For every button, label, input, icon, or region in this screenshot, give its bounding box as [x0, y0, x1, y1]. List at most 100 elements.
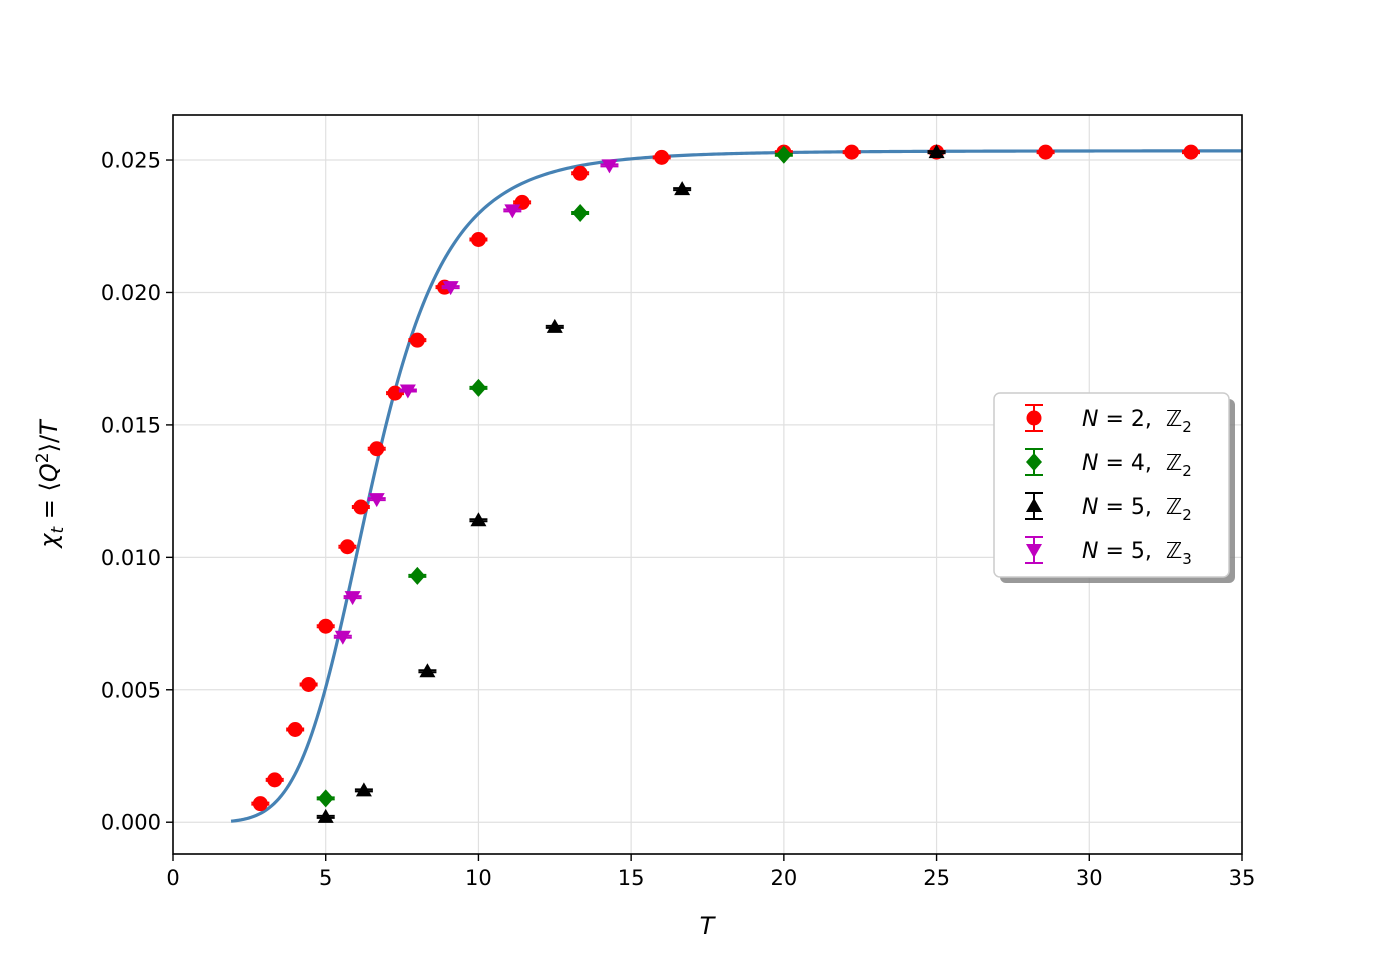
- marker-triangle-up: [355, 782, 372, 797]
- marker-triangle-down: [1026, 544, 1042, 558]
- marker-circle: [1026, 410, 1042, 426]
- marker-circle: [387, 385, 403, 401]
- marker-circle: [409, 332, 425, 348]
- marker-circle: [252, 796, 268, 812]
- data-point-triangle-down: [503, 204, 522, 219]
- x-tick-label: 20: [770, 866, 797, 890]
- marker-triangle-up: [546, 318, 563, 333]
- data-point-diamond: [571, 204, 590, 223]
- data-point-circle: [571, 165, 590, 181]
- y-tick-label: 0.015: [101, 413, 161, 437]
- marker-triangle-down: [504, 204, 521, 219]
- data-point-circle: [842, 144, 861, 160]
- legend-label: N = 5, ℤ2: [1082, 495, 1192, 524]
- marker-circle: [287, 722, 303, 738]
- x-tick-label: 15: [618, 866, 645, 890]
- data-point-triangle-down: [343, 591, 362, 606]
- marker-triangle-up: [928, 144, 945, 159]
- data-point-triangle-up: [545, 318, 564, 333]
- marker-triangle-up: [470, 512, 487, 527]
- data-point-diamond: [408, 566, 427, 585]
- marker-triangle-up: [1026, 498, 1042, 512]
- marker-circle: [267, 772, 283, 788]
- data-point-triangle-down: [441, 281, 460, 296]
- data-point-circle: [367, 441, 386, 457]
- marker-triangle-down: [442, 281, 459, 296]
- y-tick-label: 0.000: [101, 811, 161, 835]
- marker-circle: [318, 618, 334, 634]
- marker-triangle-up: [419, 663, 436, 678]
- data-points: [251, 144, 1200, 823]
- marker-diamond: [572, 204, 589, 223]
- x-tick-label: 30: [1076, 866, 1103, 890]
- marker-circle: [301, 676, 317, 692]
- data-point-triangle-up: [469, 512, 488, 527]
- marker-circle: [844, 144, 860, 160]
- data-point-diamond: [469, 378, 488, 397]
- x-tick-label: 0: [166, 866, 179, 890]
- marker-diamond: [1026, 453, 1042, 471]
- marker-circle: [470, 231, 486, 247]
- data-point-triangle-down: [367, 493, 386, 508]
- data-point-circle: [652, 149, 671, 165]
- x-tick-label: 10: [465, 866, 492, 890]
- fit-curve: [230, 149, 1242, 823]
- legend-marker: [1026, 453, 1042, 471]
- data-point-circle: [469, 231, 488, 247]
- fit-curve-layer: [230, 149, 1242, 823]
- data-point-diamond: [316, 789, 335, 808]
- data-point-circle: [286, 722, 305, 738]
- data-point-circle: [351, 499, 370, 515]
- y-axis-ticks: 0.000 0.005 0.010 0.015 0.020 0.025: [101, 149, 173, 835]
- marker-circle: [1038, 144, 1054, 160]
- data-point-triangle-up: [673, 181, 692, 196]
- y-axis-label: χt = ⟨Q2⟩/T: [33, 418, 68, 550]
- legend-label: N = 2, ℤ2: [1082, 407, 1192, 436]
- legend-label: N = 5, ℤ3: [1082, 539, 1192, 568]
- legend: N = 2, ℤ2 N = 4, ℤ2 N = 5, ℤ2 N = 5, ℤ3: [993, 392, 1235, 583]
- marker-diamond: [470, 378, 487, 397]
- data-point-circle: [338, 539, 357, 555]
- legend-item: N = 2, ℤ2: [1025, 404, 1192, 436]
- legend-marker: [1026, 410, 1042, 426]
- data-point-circle: [265, 772, 284, 788]
- y-tick-label: 0.020: [101, 281, 161, 305]
- data-point-circle: [1181, 144, 1200, 160]
- x-tick-label: 5: [319, 866, 332, 890]
- data-point-triangle-up: [354, 782, 373, 797]
- marker-triangle-down: [601, 159, 618, 174]
- data-point-triangle-down: [600, 159, 619, 174]
- marker-diamond: [409, 566, 426, 585]
- marker-diamond: [317, 789, 334, 808]
- legend-item: N = 5, ℤ3: [1025, 536, 1192, 568]
- marker-circle: [1183, 144, 1199, 160]
- data-point-circle: [1036, 144, 1055, 160]
- x-tick-label: 25: [923, 866, 950, 890]
- x-tick-label: 35: [1229, 866, 1256, 890]
- legend-label: N = 4, ℤ2: [1082, 451, 1192, 480]
- legend-item: N = 5, ℤ2: [1025, 492, 1192, 524]
- marker-circle: [369, 441, 385, 457]
- marker-triangle-up: [674, 181, 691, 196]
- marker-triangle-down: [334, 630, 351, 645]
- data-point-triangle-down: [398, 384, 417, 399]
- marker-circle: [339, 539, 355, 555]
- y-tick-label: 0.010: [101, 546, 161, 570]
- y-tick-label: 0.005: [101, 678, 161, 702]
- marker-triangle-up: [317, 808, 334, 823]
- data-point-triangle-up: [316, 808, 335, 823]
- marker-circle: [353, 499, 369, 515]
- legend-item: N = 4, ℤ2: [1025, 448, 1192, 480]
- plot-frame: [172, 114, 1243, 855]
- x-axis-ticks: 0 5 10 15 20 25 30 35: [166, 854, 1255, 890]
- legend-marker: [1026, 498, 1042, 512]
- data-point-triangle-up: [927, 144, 946, 159]
- marker-circle: [572, 165, 588, 181]
- data-point-circle: [316, 618, 335, 634]
- legend-marker: [1026, 544, 1042, 558]
- data-point-triangle-down: [333, 630, 352, 645]
- marker-circle: [654, 149, 670, 165]
- legend-box: [993, 392, 1230, 578]
- marker-triangle-down: [368, 493, 385, 508]
